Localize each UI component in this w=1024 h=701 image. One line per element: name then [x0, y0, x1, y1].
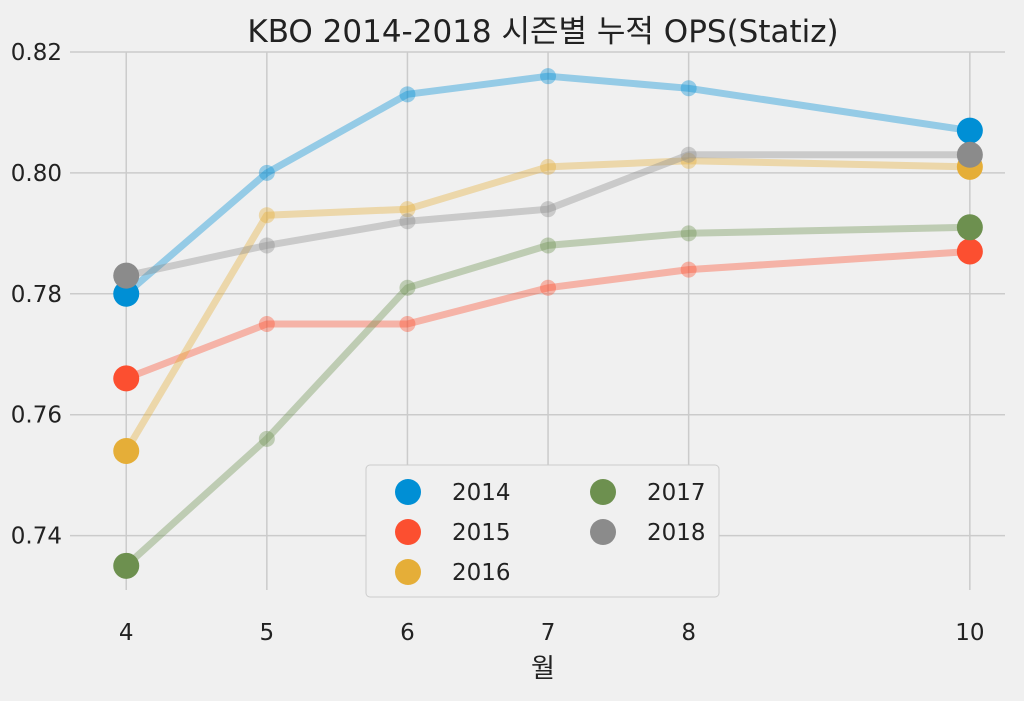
data-point-endpoint	[113, 365, 140, 392]
data-point	[680, 152, 697, 169]
legend-box	[365, 464, 720, 598]
data-point	[258, 430, 275, 447]
x-axis-label: 월	[531, 654, 555, 684]
chart-title: KBO 2014-2018 시즌별 누적 OPS(Statiz)	[247, 14, 838, 50]
data-point	[680, 261, 697, 278]
data-point-endpoint	[956, 214, 983, 241]
legend-marker	[395, 519, 421, 545]
data-point	[399, 86, 416, 103]
legend-label: 2018	[647, 520, 706, 546]
series-line	[122, 72, 974, 298]
data-point	[258, 237, 275, 254]
y-tick-label: 0.82	[11, 40, 62, 66]
series-line	[122, 223, 974, 570]
series-2017	[113, 214, 983, 579]
data-point-endpoint	[113, 437, 140, 464]
data-point	[399, 213, 416, 230]
x-tick-label: 7	[541, 620, 556, 646]
data-point	[540, 158, 557, 175]
x-tick-label: 5	[260, 620, 275, 646]
legend-item-2015: 2015	[395, 519, 511, 546]
data-point	[540, 68, 557, 85]
legend-item-2017: 2017	[590, 479, 706, 506]
data-point	[399, 201, 416, 218]
data-point-endpoint	[113, 552, 140, 579]
data-point	[258, 164, 275, 181]
x-tick-label: 10	[955, 620, 984, 646]
data-point	[540, 201, 557, 218]
legend-label: 2014	[452, 480, 511, 506]
series-2014	[113, 68, 983, 307]
series-2018	[113, 141, 983, 289]
y-tick-label: 0.76	[11, 403, 62, 429]
data-point	[258, 207, 275, 224]
series-line	[122, 157, 974, 455]
series-line	[122, 151, 974, 280]
x-tick-label: 8	[681, 620, 696, 646]
data-point	[399, 279, 416, 296]
data-point-endpoint	[956, 117, 983, 144]
x-tick-label: 6	[400, 620, 415, 646]
legend-item-2014: 2014	[395, 479, 511, 506]
legend-marker	[590, 479, 616, 505]
data-point	[680, 146, 697, 163]
data-point-endpoint	[956, 141, 983, 168]
data-point-endpoint	[113, 262, 140, 289]
x-tick-label: 4	[119, 620, 134, 646]
legend-label: 2017	[647, 480, 706, 506]
data-point	[540, 279, 557, 296]
series-line	[122, 248, 974, 382]
legend-marker	[395, 479, 421, 505]
legend-marker	[395, 559, 421, 585]
y-tick-label: 0.80	[11, 161, 62, 187]
data-point	[540, 237, 557, 254]
series-2015	[113, 238, 983, 392]
data-point	[680, 80, 697, 97]
data-point-endpoint	[113, 280, 140, 307]
series-layer	[113, 68, 983, 579]
data-point-endpoint	[956, 238, 983, 265]
legend-item-2016: 2016	[395, 559, 511, 586]
tick-labels: 0.74 0.76 0.78 0.80 0.82 4 5 6 7 8 10	[11, 40, 985, 646]
legend-marker	[590, 519, 616, 545]
data-point	[258, 316, 275, 333]
legend-label: 2015	[452, 520, 511, 546]
legend-item-2018: 2018	[590, 519, 706, 546]
legend: 2014 2015 2016 2017 2018	[365, 464, 720, 598]
legend-label: 2016	[452, 560, 511, 586]
data-point	[680, 225, 697, 242]
y-tick-label: 0.74	[11, 524, 62, 550]
data-point	[399, 316, 416, 333]
y-tick-label: 0.78	[11, 282, 62, 308]
